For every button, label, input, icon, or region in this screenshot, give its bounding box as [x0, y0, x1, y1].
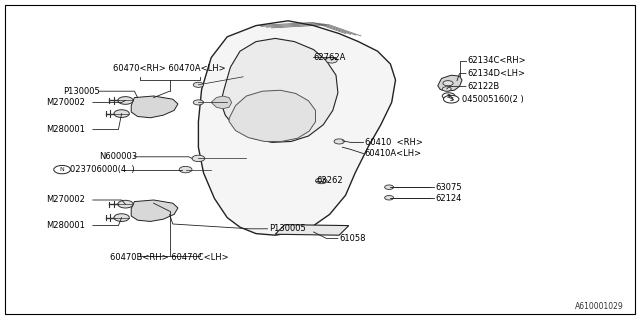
Text: 60410  <RH>: 60410 <RH> [365, 138, 422, 147]
Circle shape [385, 185, 394, 189]
Circle shape [193, 100, 204, 105]
Circle shape [54, 165, 70, 174]
Circle shape [326, 57, 337, 63]
Text: 62122B: 62122B [467, 82, 499, 91]
Text: P130005: P130005 [269, 224, 305, 233]
Text: S: S [447, 93, 451, 99]
Polygon shape [198, 21, 396, 235]
Text: N: N [60, 167, 65, 172]
Polygon shape [221, 38, 338, 142]
Text: S: S [449, 97, 453, 102]
Text: 62134D<LH>: 62134D<LH> [467, 69, 525, 78]
Circle shape [316, 178, 327, 184]
Text: 60470B<RH> 60470C<LH>: 60470B<RH> 60470C<LH> [110, 253, 229, 262]
Text: N600003: N600003 [99, 152, 138, 161]
Text: A610001029: A610001029 [575, 302, 624, 311]
Text: M270002: M270002 [46, 98, 85, 107]
Circle shape [442, 93, 455, 99]
Circle shape [118, 200, 133, 208]
Text: P130005: P130005 [63, 87, 99, 96]
Circle shape [385, 196, 394, 200]
Circle shape [114, 110, 129, 117]
Circle shape [118, 97, 133, 104]
Polygon shape [229, 90, 316, 141]
Text: 045005160(2 ): 045005160(2 ) [462, 95, 524, 104]
Polygon shape [211, 96, 232, 109]
Text: M280001: M280001 [46, 221, 85, 230]
Text: M280001: M280001 [46, 125, 85, 134]
Polygon shape [131, 96, 178, 118]
Text: 60470<RH> 60470A<LH>: 60470<RH> 60470A<LH> [113, 64, 226, 73]
Circle shape [442, 87, 451, 91]
Circle shape [334, 139, 344, 144]
Circle shape [179, 166, 192, 173]
Text: 023706000(4  ): 023706000(4 ) [70, 165, 135, 174]
Text: 62124: 62124 [435, 194, 461, 203]
Text: 62134C<RH>: 62134C<RH> [467, 56, 526, 65]
Text: M270002: M270002 [46, 196, 85, 204]
Polygon shape [438, 75, 462, 91]
Text: 63262: 63262 [317, 176, 344, 185]
Polygon shape [275, 225, 349, 235]
Circle shape [444, 95, 459, 103]
Text: 63075: 63075 [435, 183, 462, 192]
Text: 60410A<LH>: 60410A<LH> [365, 149, 422, 158]
Text: 62762A: 62762A [314, 53, 346, 62]
Circle shape [192, 155, 205, 162]
Circle shape [193, 82, 204, 87]
Circle shape [114, 214, 129, 221]
Text: 61058: 61058 [339, 234, 365, 243]
Polygon shape [131, 200, 178, 221]
Circle shape [443, 81, 453, 86]
